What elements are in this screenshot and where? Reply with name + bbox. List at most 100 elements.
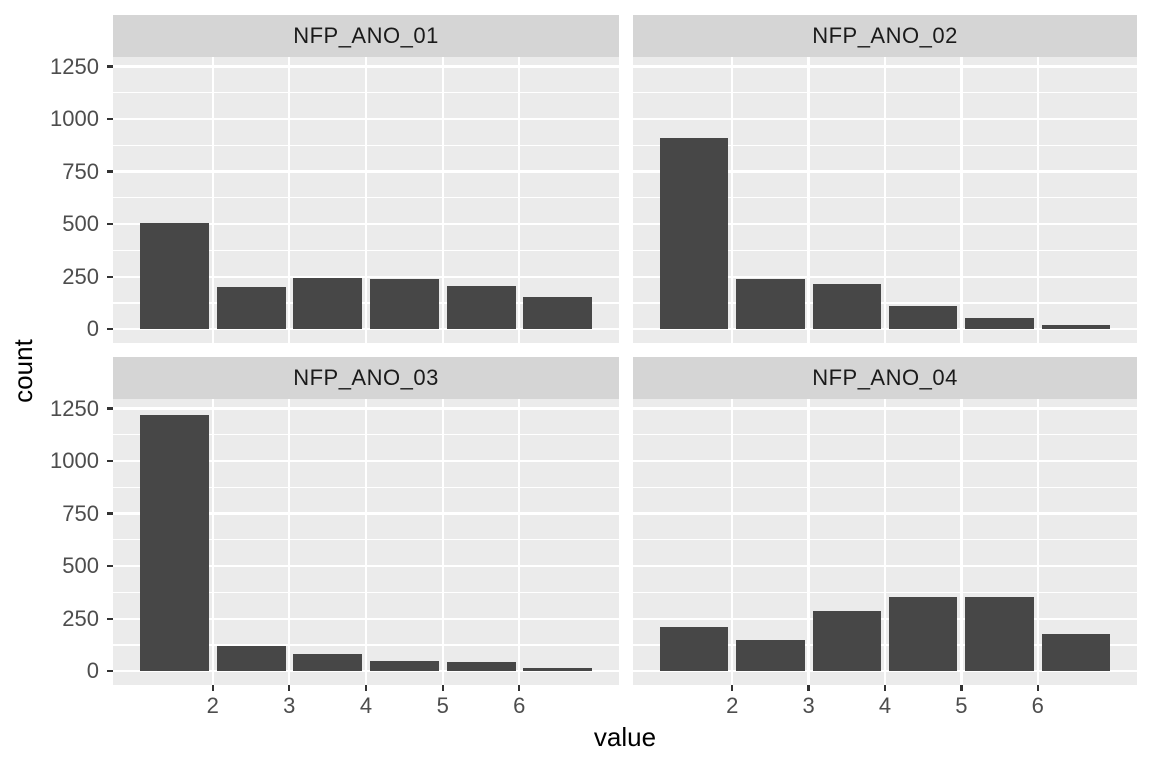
x-tick-mark [807,685,810,691]
histogram-bar [523,296,593,330]
x-tick-mark [518,685,521,691]
y-axis-title: count [8,339,38,403]
y-tick-label: 0 [86,658,99,684]
x-tick-label: 3 [283,693,296,718]
histogram-bar [446,661,516,672]
x-tick-mark [731,685,734,691]
x-tick-mark [364,685,368,691]
gridline-major-x [288,57,291,343]
histogram-bar [812,611,882,672]
gridline-major-x [731,399,734,685]
gridline-major-x [211,399,214,685]
x-tick-mark [441,685,444,691]
x-axis-title: value [593,722,657,752]
gridline-major-x [807,399,810,685]
y-tick-label: 500 [62,211,99,237]
x-tick-label: 5 [436,693,449,718]
histogram-bar [736,278,805,330]
histogram-bar [659,627,729,672]
gridline-major-x [1036,57,1039,343]
y-tick-mark [107,223,113,226]
histogram-bar [659,138,729,330]
gridline-major-x [883,399,887,685]
x-tick-mark [883,685,887,691]
histogram-bar [812,284,882,330]
histogram-bar [216,287,286,330]
histogram-bar [139,414,209,672]
x-tick-mark [288,685,291,691]
gridline-major-x [883,57,887,343]
x-tick-label: 6 [513,693,526,718]
x-tick-label: 4 [878,693,892,718]
histogram-bar [1041,325,1111,330]
y-tick-mark [107,65,113,68]
gridline-major-x [518,57,521,343]
gridline-major-x [211,57,214,343]
y-tick-label: 750 [62,158,99,184]
x-tick-label: 5 [955,693,968,718]
y-tick-label: 250 [62,605,99,631]
histogram-bar [1041,633,1111,672]
histogram-bar [369,278,439,330]
histogram-bar [216,646,286,672]
gridline-major-x [441,57,444,343]
x-tick-label: 3 [802,693,815,718]
facet-strip: NFP_ANO_02 [633,15,1137,57]
histogram-bar [293,277,363,330]
histogram-bar [965,596,1034,672]
x-tick-mark [211,685,214,691]
histogram-bar [369,660,439,672]
gridline-major-x [960,57,963,343]
y-tick-label: 1000 [50,106,99,131]
y-tick-mark [107,459,113,463]
y-tick-label: 500 [62,553,99,579]
y-tick-mark [107,407,113,410]
y-tick-label: 1000 [50,448,99,473]
facet-strip-label: NFP_ANO_03 [293,365,439,390]
y-tick-mark [107,512,113,515]
x-tick-label: 2 [206,693,219,718]
y-tick-label: 250 [62,263,99,289]
histogram-bar [446,286,516,330]
y-tick-label: 1250 [50,53,99,79]
facet-strip-label: NFP_ANO_02 [812,23,958,48]
histogram-bar [888,596,958,672]
histogram-bar [139,223,209,330]
facet-strip: NFP_ANO_01 [113,15,619,57]
histogram-bar [736,639,805,672]
y-tick-mark [107,275,113,278]
gridline-major-x [1036,399,1039,685]
x-tick-mark [1036,685,1039,691]
x-tick-label: 2 [726,693,739,718]
x-tick-label: 6 [1031,693,1044,718]
gridline-major-x [441,399,444,685]
facet-strip: NFP_ANO_04 [633,357,1137,399]
y-tick-mark [107,617,113,620]
gridline-major-x [731,57,734,343]
gridline-major-x [364,399,368,685]
gridline-major-x [960,399,963,685]
gridline-major-x [364,57,368,343]
y-tick-mark [107,670,113,673]
y-tick-mark [107,328,113,331]
facet-strip-label: NFP_ANO_01 [293,23,439,48]
gridline-major-x [288,399,291,685]
histogram-bar [888,306,958,330]
histogram-bar [965,317,1034,330]
gridline-major-x [518,399,521,685]
x-tick-mark [960,685,963,691]
histogram-bar [293,653,363,672]
gridline-major-x [807,57,810,343]
y-tick-label: 1250 [50,395,99,421]
x-tick-label: 4 [359,693,373,718]
histogram-bar [523,668,593,672]
y-tick-mark [107,170,113,173]
y-tick-label: 750 [62,500,99,526]
facet-strip: NFP_ANO_03 [113,357,619,399]
y-tick-label: 0 [86,316,99,342]
y-tick-mark [107,117,113,121]
y-tick-mark [107,565,113,568]
facet-strip-label: NFP_ANO_04 [812,365,958,390]
